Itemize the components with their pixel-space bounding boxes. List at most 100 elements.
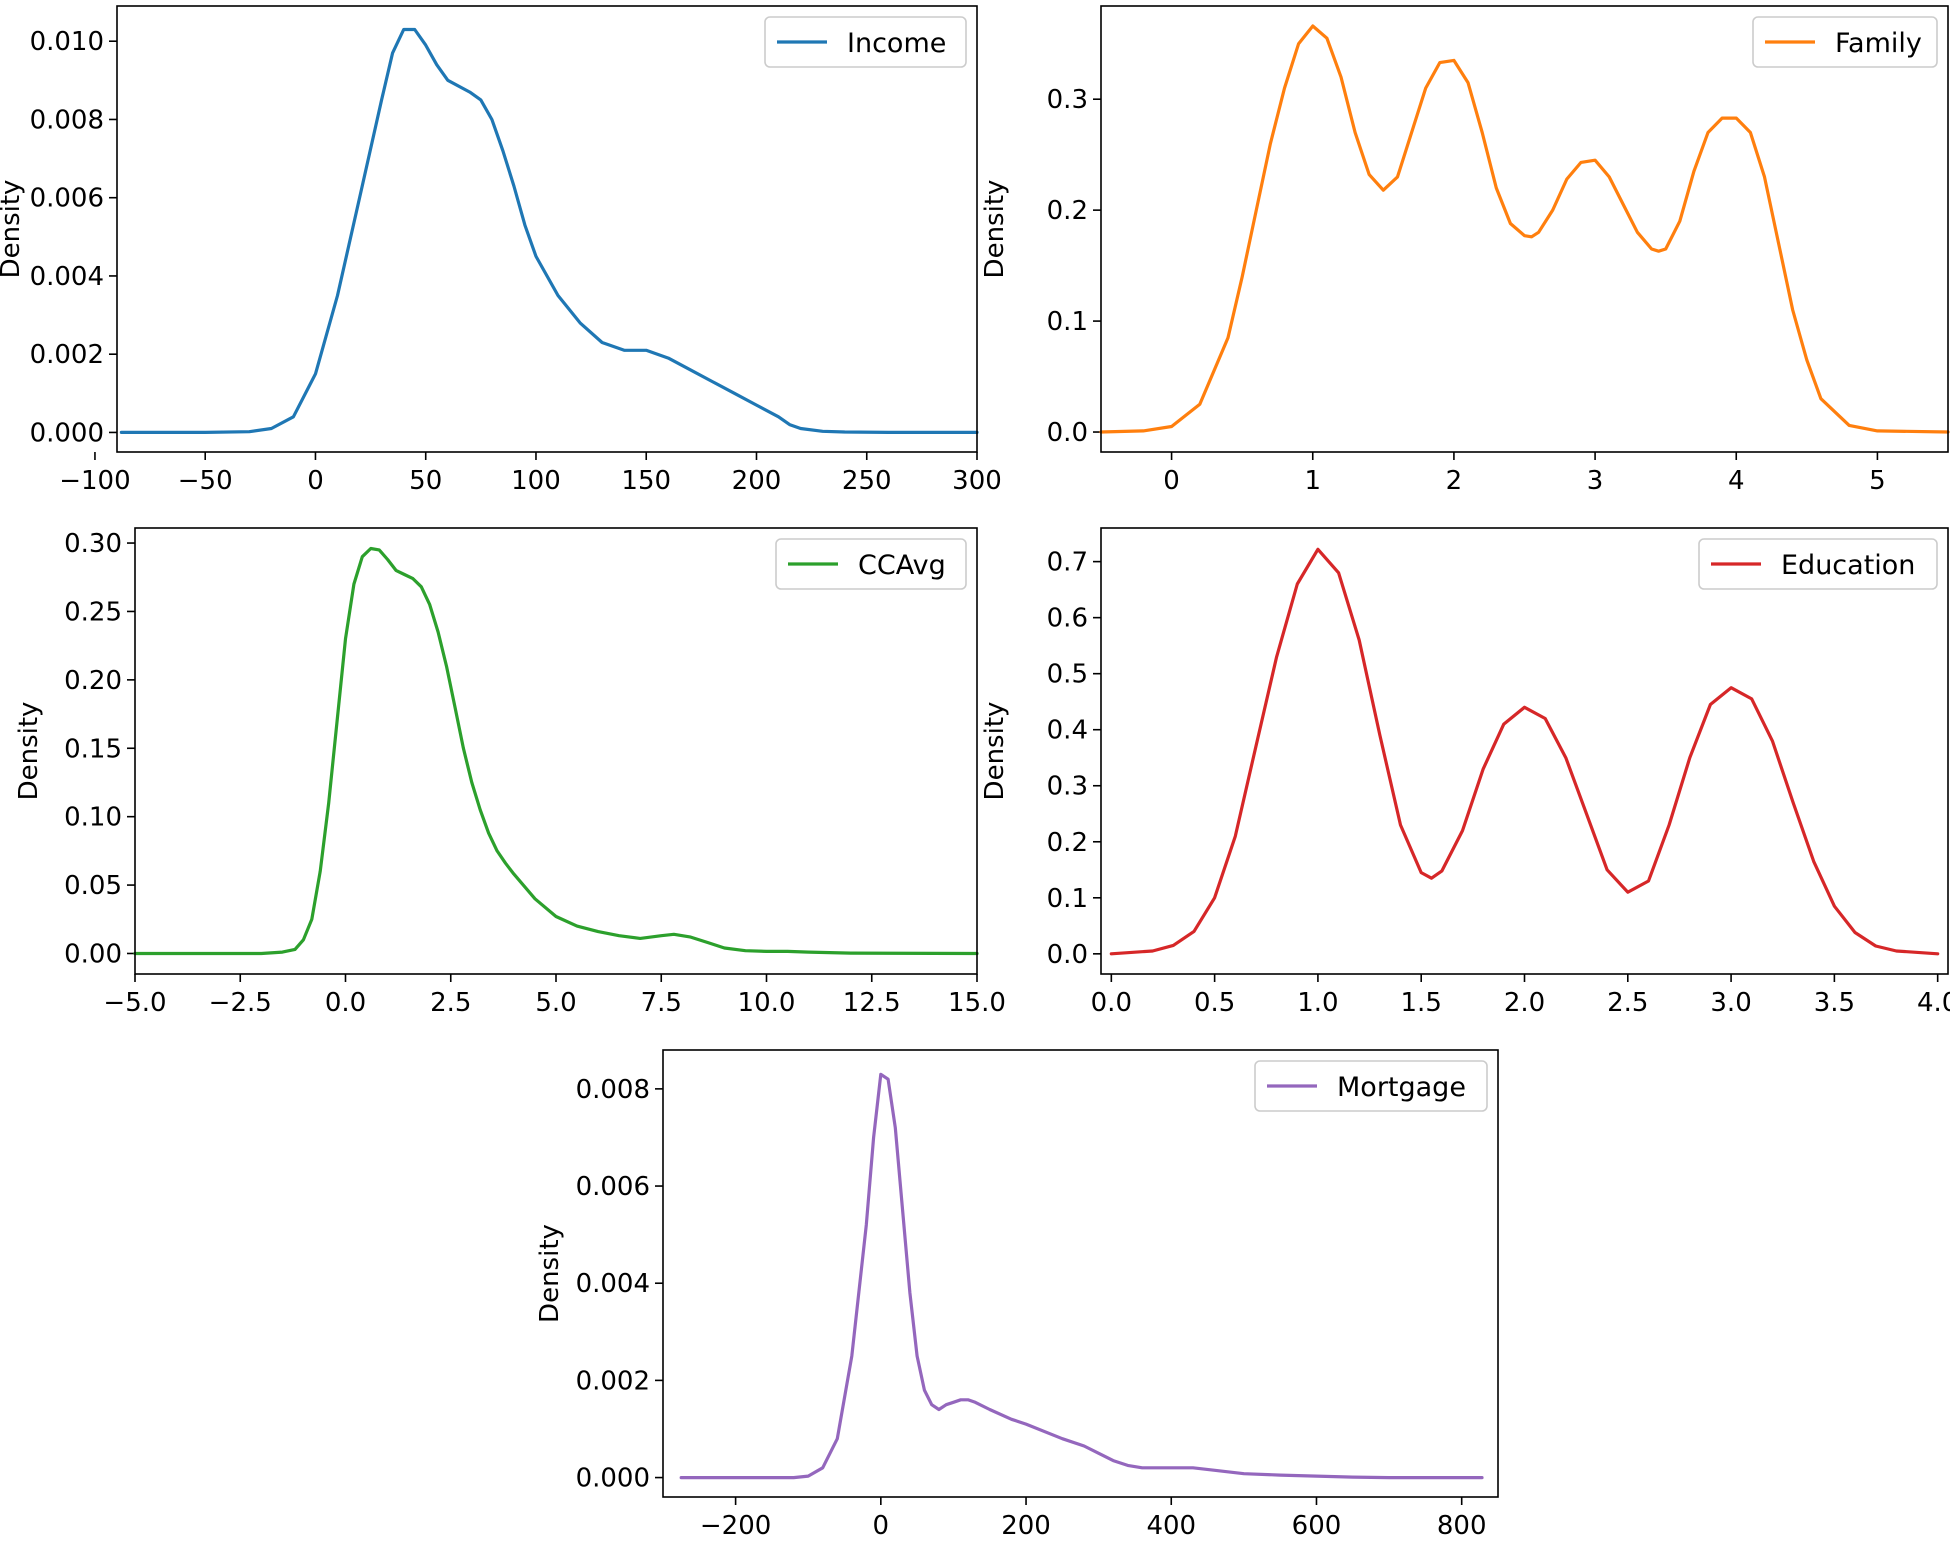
x-tick-label: 1.5 (1401, 988, 1442, 1018)
subplot-ccavg: −5.0 −2.5 0.0 2.5 5.0 7.5 10.0 12.5 15.0 0.00 0.05… (14, 527, 1006, 1018)
x-tick-label: −2.5 (209, 988, 272, 1018)
y-tick-label: 0.2 (1047, 196, 1088, 226)
y-tick-label: 0.008 (30, 105, 104, 135)
subplot-family: 0 1 2 3 4 5 0.0 0.1 0.2 0.3 Density Family (980, 5, 1950, 496)
x-tick-label: −200 (700, 1511, 771, 1541)
legend: Mortgage (1254, 1060, 1488, 1112)
y-tick-label: 0.0 (1047, 940, 1088, 970)
y-axis-label: Density (535, 1224, 565, 1323)
legend-box (764, 16, 967, 68)
y-tick-label: 0.1 (1047, 884, 1088, 914)
x-tick-label: 4.0 (1917, 988, 1950, 1018)
y-tick-label: 0.002 (30, 340, 104, 370)
y-tick-label: 0.006 (30, 184, 104, 214)
y-tick-label: 0.20 (64, 666, 122, 696)
y-tick-label: 0.3 (1047, 85, 1088, 115)
legend: Income (764, 16, 967, 68)
subplot-income: −100 −50 0 50 100 150 200 250 300 0.000 0.002 0.004… (0, 5, 1002, 496)
x-tick-label: 600 (1292, 1511, 1342, 1541)
axes-frame (1100, 527, 1949, 975)
legend: Education (1698, 538, 1938, 590)
x-tick-label: 800 (1437, 1511, 1487, 1541)
x-tick-label: 0 (1163, 466, 1180, 496)
legend-box (1254, 1060, 1488, 1112)
y-axis-label: Density (980, 180, 1010, 279)
legend: Family (1752, 16, 1938, 68)
y-tick-label: 0.05 (64, 871, 122, 901)
y-axis-label: Density (980, 702, 1010, 801)
y-tick-label: 0.000 (576, 1464, 650, 1494)
y-axis-label: Density (14, 702, 44, 801)
x-tick-label: −50 (178, 466, 233, 496)
x-tick-label: 200 (1001, 1511, 1051, 1541)
legend-label: Income (847, 28, 946, 59)
legend-label: Family (1835, 28, 1922, 59)
legend: CCAvg (775, 538, 967, 590)
x-tick-label: 0.0 (325, 988, 366, 1018)
x-tick-label: 1 (1304, 466, 1321, 496)
x-tick-label: 50 (409, 466, 442, 496)
y-tick-label: 0.6 (1047, 604, 1088, 634)
y-tick-label: 0.5 (1047, 660, 1088, 690)
x-tick-label: 2 (1446, 466, 1463, 496)
x-tick-label: 400 (1146, 1511, 1196, 1541)
density-line-ccavg (133, 546, 979, 956)
x-tick-label: 15.0 (948, 988, 1006, 1018)
y-tick-label: 0.010 (30, 27, 104, 57)
x-tick-label: 12.5 (843, 988, 901, 1018)
y-tick-label: 0.2 (1047, 828, 1088, 858)
y-tick-label: 0.15 (64, 734, 122, 764)
x-tick-label: 0 (307, 466, 324, 496)
subplot-mortgage: −200 0 200 400 600 800 0.000 0.002 0.004 0.006 0.0… (535, 1049, 1499, 1541)
density-line-family (1099, 24, 1950, 434)
y-tick-label: 0.008 (576, 1075, 650, 1105)
y-tick-label: 0.10 (64, 803, 122, 833)
x-tick-label: 5.0 (535, 988, 576, 1018)
legend-box (1698, 538, 1938, 590)
x-tick-label: 3.0 (1710, 988, 1751, 1018)
x-tick-label: 300 (952, 466, 1002, 496)
y-tick-label: 0.000 (30, 418, 104, 448)
axes-frame (1100, 5, 1949, 453)
y-tick-label: 0.3 (1047, 772, 1088, 802)
y-tick-label: 0.7 (1047, 548, 1088, 578)
y-tick-label: 0.0 (1047, 418, 1088, 448)
x-tick-label: 200 (732, 466, 782, 496)
x-tick-label: 2.5 (430, 988, 471, 1018)
x-tick-label: 7.5 (641, 988, 682, 1018)
x-tick-label: 1.0 (1297, 988, 1338, 1018)
y-tick-label: 0.004 (576, 1269, 650, 1299)
x-tick-label: −5.0 (103, 988, 166, 1018)
legend-label: Education (1781, 550, 1915, 581)
x-tick-label: 0.0 (1091, 988, 1132, 1018)
x-tick-label: 10.0 (738, 988, 796, 1018)
axes-frame (662, 1049, 1499, 1498)
x-tick-label: 100 (511, 466, 561, 496)
y-tick-label: 0.30 (64, 529, 122, 559)
y-tick-label: 0.00 (64, 939, 122, 969)
x-tick-label: 3.5 (1814, 988, 1855, 1018)
x-tick-label: 4 (1728, 466, 1745, 496)
legend-label: CCAvg (858, 550, 946, 581)
x-tick-label: 2.0 (1504, 988, 1545, 1018)
y-tick-label: 0.004 (30, 262, 104, 292)
y-tick-label: 0.4 (1047, 716, 1088, 746)
x-tick-label: 5 (1869, 466, 1886, 496)
y-tick-label: 0.25 (64, 597, 122, 627)
legend-box (775, 538, 967, 590)
subplot-education: 0.0 0.5 1.0 1.5 2.0 2.5 3.0 3.5 4.0 0.0 0.1 0.2 0.3 0… (980, 527, 1950, 1018)
x-tick-label: 0.5 (1194, 988, 1235, 1018)
x-tick-label: 2.5 (1607, 988, 1648, 1018)
x-tick-label: 0 (873, 1511, 890, 1541)
y-axis-label: Density (0, 180, 26, 279)
legend-label: Mortgage (1337, 1072, 1466, 1103)
x-tick-label: 250 (842, 466, 892, 496)
density-line-mortgage (679, 1072, 1484, 1480)
legend-box (1752, 16, 1938, 68)
y-tick-label: 0.1 (1047, 307, 1088, 337)
density-line-education (1109, 547, 1940, 956)
y-tick-label: 0.006 (576, 1172, 650, 1202)
x-tick-label: 150 (621, 466, 671, 496)
axes-frame (116, 5, 978, 453)
